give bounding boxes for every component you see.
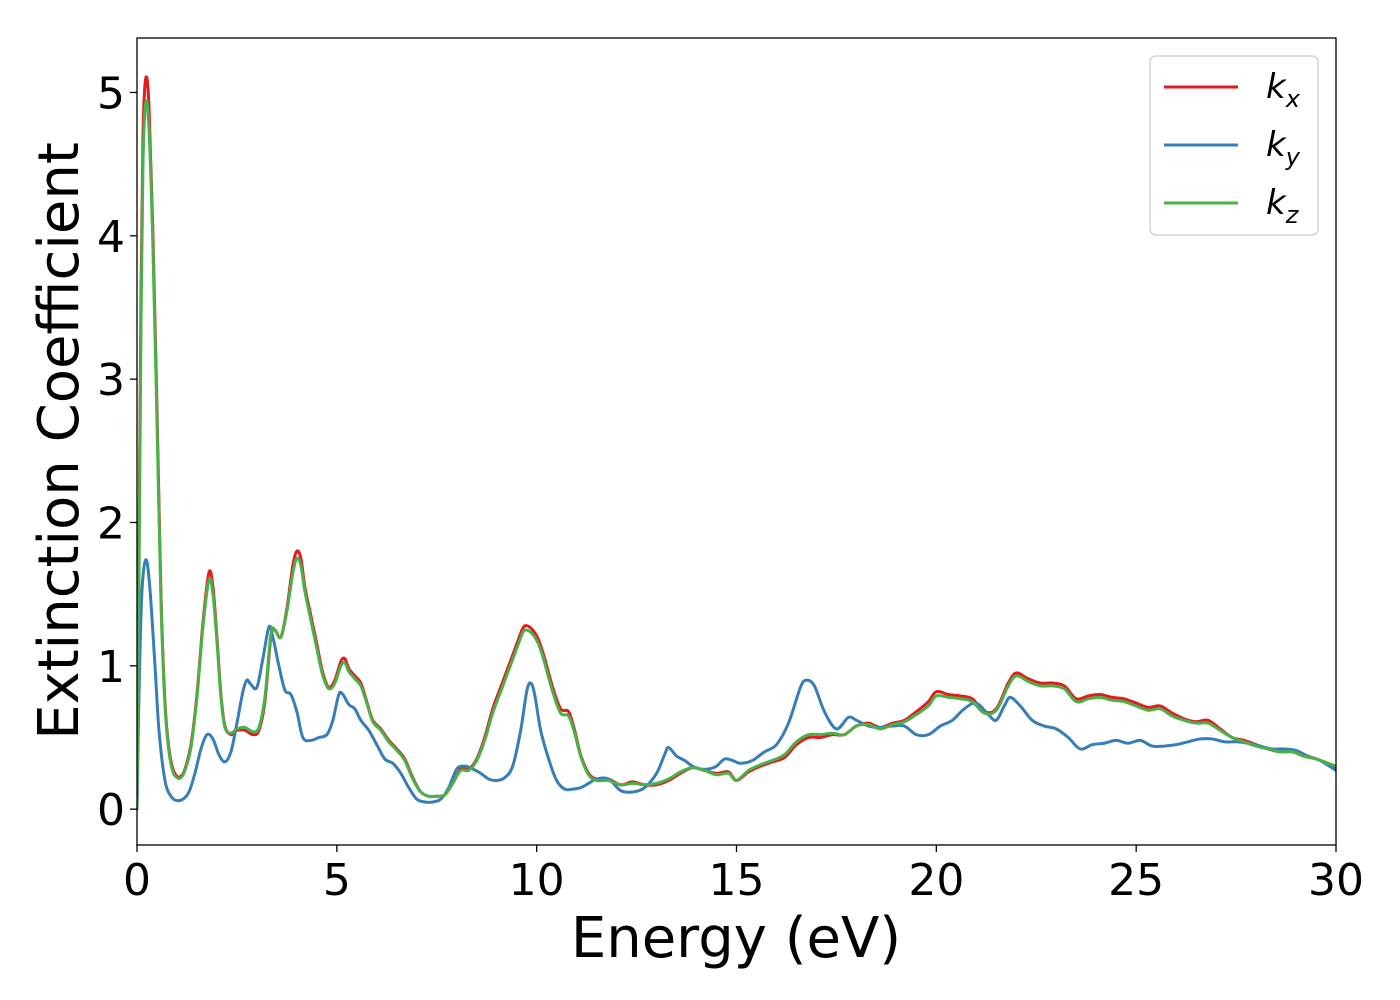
series-line-kz <box>137 99 1336 811</box>
x-tick-label: 20 <box>908 855 964 906</box>
y-tick-label: 2 <box>97 498 125 549</box>
x-axis: 0 5 10 15 20 25 30 <box>123 845 1364 906</box>
legend-label-subscript: z <box>1285 201 1300 229</box>
y-axis-title: Extinction Coefficient <box>27 142 92 740</box>
x-tick-label: 5 <box>323 855 351 906</box>
series-layer <box>137 75 1336 811</box>
x-tick-label: 25 <box>1108 855 1164 906</box>
x-tick-label: 15 <box>709 855 765 906</box>
y-tick-label: 0 <box>97 785 125 836</box>
series-line-ky <box>137 558 1336 811</box>
x-tick-label: 10 <box>509 855 565 906</box>
y-tick-label: 5 <box>97 68 125 119</box>
legend-label-subscript: y <box>1285 143 1301 171</box>
y-tick-label: 1 <box>97 642 125 693</box>
x-axis-title: Energy (eV) <box>571 906 901 971</box>
y-tick-label: 4 <box>97 212 125 263</box>
x-tick-label: 0 <box>123 855 151 906</box>
x-tick-label: 30 <box>1308 855 1364 906</box>
y-tick-label: 3 <box>97 355 125 406</box>
legend-label-subscript: x <box>1285 85 1301 113</box>
y-axis: 0 1 2 3 4 5 <box>97 68 137 836</box>
